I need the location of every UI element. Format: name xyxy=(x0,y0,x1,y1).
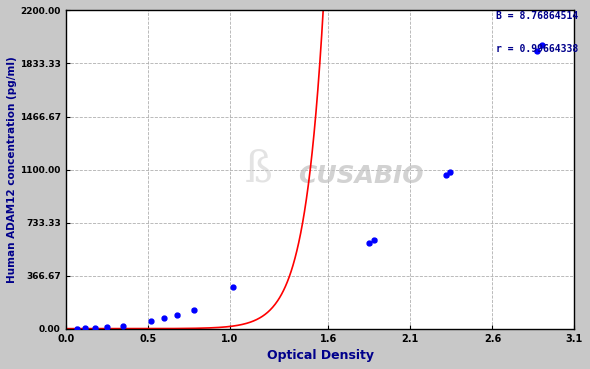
X-axis label: Optical Density: Optical Density xyxy=(267,349,373,362)
Text: r = 0.99664338: r = 0.99664338 xyxy=(496,44,578,54)
Y-axis label: Human ADAM12 concentration (pg/ml): Human ADAM12 concentration (pg/ml) xyxy=(7,56,17,283)
Text: ß: ß xyxy=(245,149,273,190)
Text: CUSABIO: CUSABIO xyxy=(298,164,424,188)
Text: B = 8.76864514: B = 8.76864514 xyxy=(496,11,578,21)
